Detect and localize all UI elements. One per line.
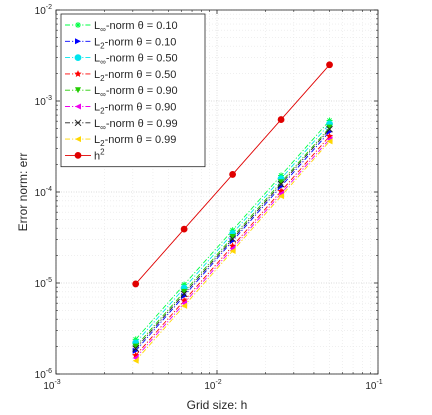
data-point: [278, 193, 285, 200]
legend-label: L∞-norm θ = 0.10: [94, 20, 178, 34]
data-point: [132, 343, 139, 350]
data-point: [132, 345, 140, 352]
series-layer: [132, 61, 334, 364]
data-point: [181, 281, 188, 288]
legend-entry: L2-norm θ = 0.99: [65, 134, 176, 148]
legend-label: L∞-norm θ = 0.90: [94, 85, 178, 99]
data-point: [180, 225, 188, 233]
x-tick-label: 10-1: [365, 379, 382, 392]
y-tick-label: 10-5: [35, 277, 52, 290]
legend-entry: L∞-norm θ = 0.50: [65, 53, 178, 67]
series-7: [132, 138, 333, 364]
data-point: [132, 357, 139, 364]
legend-marker: [75, 103, 81, 110]
data-point: [229, 247, 236, 254]
y-tick-label: 10-3: [35, 95, 52, 108]
data-point: [132, 336, 139, 343]
legend-marker: [75, 87, 81, 94]
data-point: [229, 235, 236, 243]
x-tick-label: 10-2: [204, 379, 221, 392]
legend: L∞-norm θ = 0.10 L2-norm θ = 0.10 L∞-norm …: [60, 13, 206, 168]
legend-marker: [75, 22, 81, 28]
series-4: [132, 124, 333, 350]
y-tick-label: 10-4: [35, 186, 52, 199]
legend-marker: [74, 70, 82, 77]
data-point: [277, 180, 285, 188]
data-point: [132, 280, 140, 288]
data-point: [132, 347, 139, 354]
data-point: [277, 116, 285, 123]
legend-label: L∞-norm θ = 0.50: [94, 53, 178, 67]
data-point: [181, 292, 188, 299]
x-axis-label: Grid size: h: [187, 398, 248, 412]
series-6: [132, 125, 333, 352]
legend-entry: L2-norm θ = 0.50: [65, 69, 176, 83]
data-point: [229, 237, 236, 244]
legend-marker: [74, 119, 82, 127]
legend-entry: L∞-norm θ = 0.10: [65, 20, 178, 34]
data-point: [229, 171, 237, 178]
legend-box: [60, 13, 206, 168]
legend-label: L2-norm θ = 0.10: [94, 36, 176, 50]
x-tick-label: 10-3: [43, 379, 60, 392]
legend-entry: L2-norm θ = 0.10: [65, 36, 176, 50]
data-point: [181, 302, 188, 309]
x-tick-labels: 10-3 10-2 10-1: [43, 379, 382, 392]
legend-entry: L∞-norm θ = 0.99: [65, 118, 178, 132]
data-point: [181, 288, 188, 295]
legend-marker: [75, 38, 81, 45]
data-point: [326, 138, 333, 145]
y-tick-labels: 10-6 10-5 10-4 10-3 10-2: [35, 4, 52, 381]
legend-marker: [74, 54, 82, 61]
y-tick-label: 10-2: [35, 4, 52, 17]
legend-label: L2-norm θ = 0.99: [94, 134, 176, 148]
tick-marks: [55, 9, 379, 375]
legend-entry: L∞-norm θ = 0.90: [65, 85, 178, 99]
data-point: [278, 179, 285, 186]
data-point: [326, 61, 333, 69]
legend-marker: [74, 151, 82, 159]
y-axis-label: Error norm: err: [16, 153, 30, 232]
y-tick-label: 10-6: [35, 368, 52, 381]
legend-entry: L2-norm θ = 0.90: [65, 102, 176, 116]
legend-entry: h2: [65, 147, 105, 162]
legend-label: L2-norm θ = 0.50: [94, 69, 176, 83]
data-point: [229, 234, 236, 241]
legend-label: L2-norm θ = 0.90: [94, 102, 176, 116]
series-8: [132, 61, 333, 288]
legend-marker: [75, 136, 81, 143]
data-point: [326, 125, 333, 133]
data-point: [326, 124, 333, 131]
legend-label: L∞-norm θ = 0.99: [94, 118, 178, 132]
data-point: [180, 290, 188, 298]
legend-label: h2: [94, 147, 105, 162]
